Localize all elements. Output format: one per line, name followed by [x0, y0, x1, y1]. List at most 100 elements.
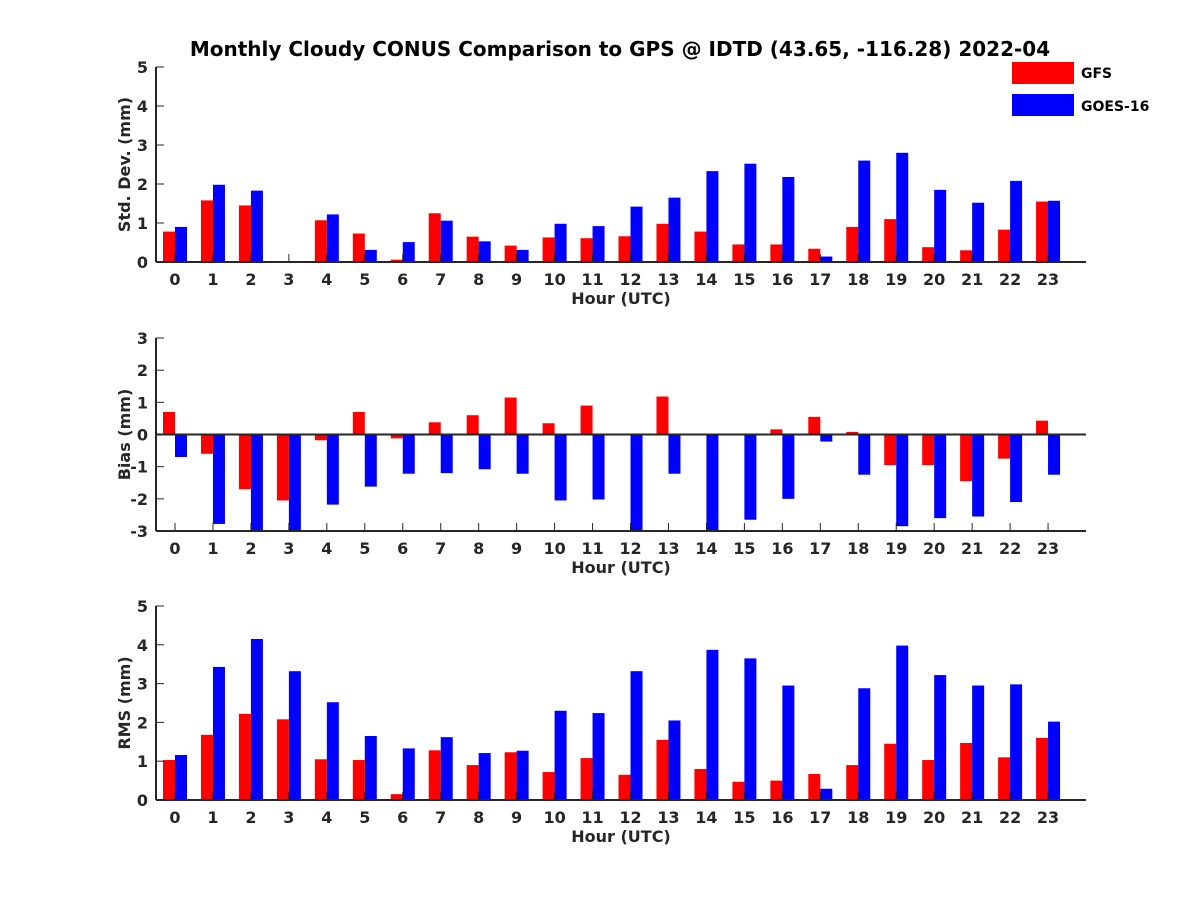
x-tick-label: 18	[847, 808, 869, 827]
gfs-bar-22	[998, 434, 1011, 459]
x-tick-label: 5	[359, 808, 370, 827]
goes16-bar-14	[706, 434, 719, 531]
x-tick-label: 9	[511, 808, 522, 827]
goes16-bar-17	[820, 788, 833, 800]
y-tick-label: 5	[137, 58, 148, 77]
goes16-bar-4	[326, 434, 339, 505]
gfs-bar-13	[656, 223, 669, 262]
x-tick-label: 21	[961, 270, 983, 289]
x-tick-label: 2	[245, 539, 256, 558]
x-tick-label: 8	[473, 808, 484, 827]
x-tick-label: 22	[999, 808, 1021, 827]
goes16-bar-21	[972, 434, 985, 517]
goes16-bar-19	[896, 434, 909, 527]
goes16-bar-11	[592, 434, 605, 500]
gfs-bar-8	[466, 415, 479, 435]
legend-swatch-gfs	[1012, 62, 1074, 84]
gfs-bar-6	[390, 434, 403, 439]
goes16-bar-18	[858, 434, 871, 475]
x-tick-label: 3	[283, 539, 294, 558]
gfs-bar-16	[770, 244, 783, 262]
gfs-bar-16	[770, 429, 783, 435]
y-tick-label: -3	[130, 522, 148, 541]
gfs-bar-12	[618, 236, 631, 262]
x-tick-label: 11	[581, 539, 603, 558]
goes16-bar-8	[478, 434, 491, 470]
x-tick-label: 15	[733, 808, 755, 827]
gfs-bar-22	[998, 757, 1011, 800]
gfs-bar-5	[352, 411, 365, 435]
x-tick-label: 18	[847, 539, 869, 558]
y-tick-label: 4	[137, 636, 148, 655]
gfs-bar-12	[618, 774, 631, 800]
gfs-bar-23	[1036, 420, 1049, 435]
goes16-bar-0	[175, 434, 187, 458]
y-axis-label: Bias (mm)	[115, 389, 134, 481]
gfs-bar-13	[656, 739, 669, 800]
goes16-bar-9	[516, 750, 529, 800]
goes16-bar-6	[402, 242, 415, 262]
y-tick-label: -2	[130, 490, 148, 509]
gfs-bar-7	[428, 750, 441, 800]
goes16-bar-8	[478, 753, 491, 800]
goes16-bar-22	[1010, 684, 1023, 800]
goes16-bar-1	[212, 434, 225, 524]
y-axis-label: RMS (mm)	[115, 656, 134, 749]
gfs-bar-14	[694, 768, 707, 800]
goes16-bar-11	[592, 713, 605, 800]
gfs-bar-11	[580, 758, 593, 800]
gfs-bar-2	[238, 205, 251, 262]
gfs-bar-17	[808, 416, 821, 435]
x-tick-label: 17	[809, 270, 831, 289]
x-tick-label: 5	[359, 539, 370, 558]
gfs-bar-18	[846, 765, 859, 800]
legend: GFS GOES-16	[1012, 62, 1149, 116]
x-tick-label: 16	[771, 808, 793, 827]
goes16-bar-1	[212, 184, 225, 262]
gfs-bar-15	[732, 781, 745, 800]
legend-label-goes16: GOES-16	[1081, 99, 1149, 115]
legend-swatch-goes16	[1012, 94, 1074, 116]
x-tick-label: 16	[771, 270, 793, 289]
x-tick-label: 21	[961, 539, 983, 558]
y-tick-label: 3	[137, 329, 148, 348]
x-axis-label: Hour (UTC)	[571, 289, 671, 308]
gfs-bar-6	[390, 259, 403, 262]
x-tick-label: 0	[169, 808, 180, 827]
gfs-bar-4	[314, 759, 327, 800]
goes16-bar-10	[554, 434, 567, 501]
goes16-bar-6	[402, 748, 415, 800]
x-tick-label: 18	[847, 270, 869, 289]
x-tick-label: 15	[733, 539, 755, 558]
x-tick-label: 13	[657, 539, 679, 558]
gfs-bar-15	[732, 244, 745, 262]
x-tick-label: 13	[657, 808, 679, 827]
gfs-bar-17	[808, 774, 821, 800]
goes16-bar-0	[175, 226, 187, 262]
gfs-bar-2	[238, 434, 251, 490]
y-axis-label: Std. Dev. (mm)	[115, 97, 134, 232]
goes16-bar-5	[364, 434, 377, 487]
goes16-bar-13	[668, 434, 681, 474]
x-tick-label: 0	[169, 270, 180, 289]
goes16-bar-5	[364, 735, 377, 800]
x-tick-label: 2	[245, 270, 256, 289]
goes16-bar-20	[934, 434, 947, 519]
gfs-bar-5	[352, 233, 365, 262]
goes16-bar-9	[516, 434, 529, 474]
x-tick-label: 4	[321, 270, 332, 289]
y-tick-label: 2	[137, 713, 148, 732]
y-tick-label: 0	[137, 426, 148, 445]
x-tick-label: 12	[619, 539, 641, 558]
gfs-bar-0	[163, 231, 175, 262]
x-tick-label: 17	[809, 539, 831, 558]
gfs-bar-5	[352, 760, 365, 800]
goes16-bar-23	[1048, 434, 1061, 475]
x-tick-label: 0	[169, 539, 180, 558]
goes16-bar-23	[1048, 721, 1061, 800]
gfs-bar-7	[428, 213, 441, 262]
gfs-bar-19	[884, 219, 897, 262]
x-tick-label: 7	[435, 808, 446, 827]
